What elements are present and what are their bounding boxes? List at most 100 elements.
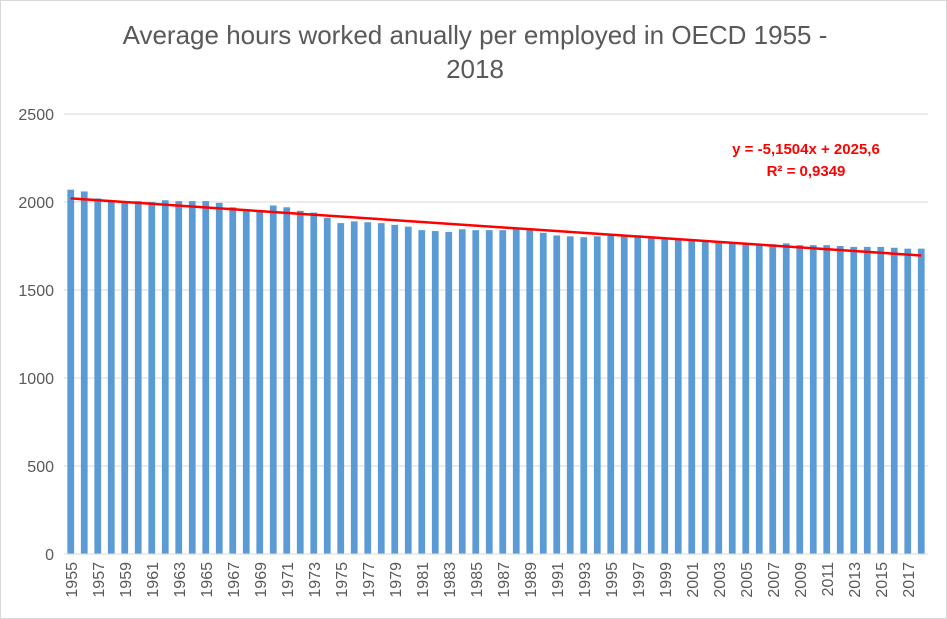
x-tick-label: 1995 (604, 562, 621, 598)
x-tick-label: 2001 (685, 562, 702, 598)
trendline-equation: y = -5,1504x + 2025,6 (732, 141, 880, 158)
x-tick-label: 1987 (496, 562, 513, 598)
bar-1979 (391, 224, 399, 554)
y-tick-label: 1000 (18, 371, 54, 388)
labels: y = -5,1504x + 2025,6 R² = 0,9349 (732, 141, 880, 180)
bar-2011 (823, 245, 831, 554)
trendline-r-squared: R² = 0,9349 (767, 163, 846, 180)
bar-2010 (809, 245, 817, 554)
y-tick-label: 500 (27, 459, 54, 476)
x-tick-label: 2013 (847, 562, 864, 598)
bar-1956 (80, 191, 88, 554)
x-tick-label: 1999 (658, 562, 675, 598)
bar-2004 (728, 243, 736, 555)
x-tick-label: 1961 (145, 562, 162, 598)
x-tick-label: 2015 (874, 562, 891, 598)
y-tick-label: 2000 (18, 195, 54, 212)
bar-2000 (674, 239, 682, 554)
bar-1970 (269, 205, 277, 554)
bar-1992 (566, 236, 574, 554)
bar-1964 (188, 201, 196, 554)
x-tick-label: 1957 (91, 562, 108, 598)
x-tick-label: 1983 (442, 562, 459, 598)
y-tick-label: 1500 (18, 283, 54, 300)
bar-2015 (877, 246, 885, 554)
bar-1994 (593, 236, 601, 554)
bar-1963 (175, 201, 183, 554)
axes: 0 500 1000 1500 2000 2500 1955 1957 1959 1961 1963… (18, 107, 928, 598)
x-tick-label: 1991 (550, 562, 567, 598)
bar-2008 (782, 243, 790, 555)
y-tick-label: 2500 (18, 107, 54, 124)
bar-1990 (539, 232, 547, 555)
bar-2006 (755, 245, 763, 554)
y-tick-label: 0 (45, 547, 54, 564)
x-tick-label: 1965 (199, 562, 216, 598)
bar-1989 (526, 230, 534, 554)
bar-2003 (715, 242, 723, 555)
bar-1980 (404, 226, 412, 554)
x-tick-label: 1981 (415, 562, 432, 598)
x-tick-label: 1977 (361, 562, 378, 598)
bar-2007 (769, 244, 777, 555)
bar-1993 (580, 237, 588, 554)
bar-1958 (107, 200, 115, 555)
bar-1974 (323, 217, 331, 554)
bar-1999 (661, 238, 669, 554)
x-tick-label: 1971 (280, 562, 297, 598)
x-tick-label: 1975 (334, 562, 351, 598)
bar-1968 (242, 209, 250, 555)
x-tick-label: 1989 (523, 562, 540, 598)
x-tick-label: 1963 (172, 562, 189, 598)
x-tick-label: 2007 (766, 562, 783, 598)
x-tick-label: 1979 (388, 562, 405, 598)
trendline (70, 197, 922, 257)
bar-1984 (458, 229, 466, 554)
bar-1971 (283, 207, 291, 554)
x-tick-label: 1997 (631, 562, 648, 598)
bar-2002 (701, 240, 709, 554)
x-tick-label: 1973 (307, 562, 324, 598)
bar-1973 (310, 212, 318, 554)
bar-1957 (94, 198, 102, 555)
bar-1966 (215, 202, 223, 554)
bar-1967 (229, 207, 237, 554)
x-tick-label: 2017 (901, 562, 918, 598)
bar-1975 (337, 223, 345, 554)
bars (67, 189, 925, 555)
bar-1996 (620, 236, 628, 554)
bar-1959 (121, 202, 129, 554)
chart-title: Average hours worked anually per employe… (122, 20, 828, 84)
x-tick-label: 2003 (712, 562, 729, 598)
trendline-line (70, 197, 922, 257)
bar-1986 (485, 230, 493, 554)
x-tick-label: 1969 (253, 562, 270, 598)
x-tick-label: 1993 (577, 562, 594, 598)
bar-2001 (688, 240, 696, 554)
bar-2013 (850, 246, 858, 554)
bar-1977 (364, 222, 372, 555)
bar-1997 (634, 237, 642, 554)
bar-1987 (499, 230, 507, 554)
x-tick-label: 1985 (469, 562, 486, 598)
bar-1978 (377, 223, 385, 554)
x-tick-label: 1955 (64, 562, 81, 598)
x-tick-label: 1959 (118, 562, 135, 598)
bar-1991 (553, 235, 561, 554)
bar-2009 (796, 245, 804, 554)
bar-1962 (161, 200, 169, 555)
bar-1985 (472, 230, 480, 554)
bar-2012 (836, 246, 844, 554)
x-tick-label: 2011 (820, 562, 837, 597)
bar-2005 (742, 244, 750, 555)
bar-1969 (256, 209, 264, 555)
bar-1961 (148, 202, 156, 554)
bar-2018 (917, 248, 925, 554)
bar-2017 (904, 248, 912, 554)
bar-1955 (67, 189, 75, 554)
bar-1976 (350, 221, 358, 555)
x-tick-label: 2005 (739, 562, 756, 598)
bar-1972 (296, 210, 304, 555)
bar-1998 (647, 238, 655, 554)
